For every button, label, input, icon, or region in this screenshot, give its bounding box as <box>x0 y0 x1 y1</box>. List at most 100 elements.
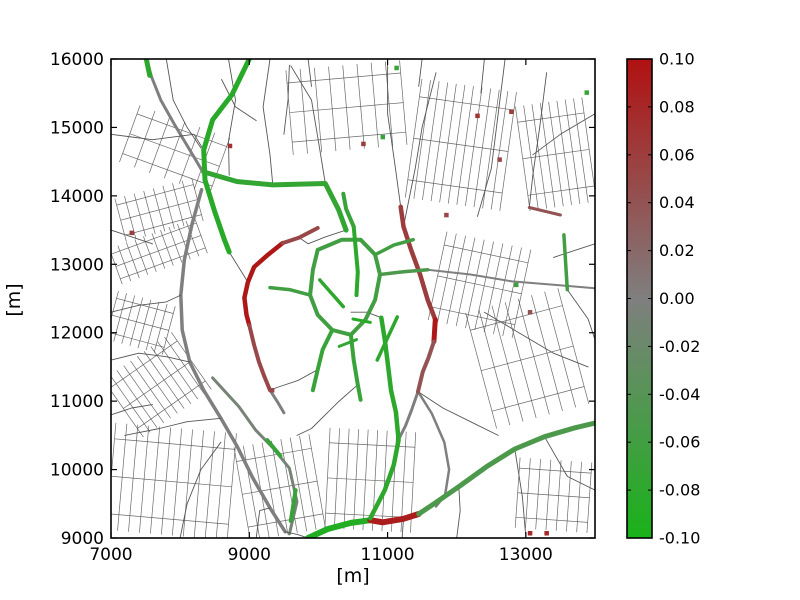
value-marker <box>584 90 590 95</box>
road-segment <box>431 317 438 345</box>
colorbar-tick-label: 0.08 <box>659 97 695 116</box>
y-tick-label: 15000 <box>50 118 104 138</box>
y-tick-label: 16000 <box>50 50 104 70</box>
road-segment <box>375 315 400 362</box>
road-segment <box>368 315 401 521</box>
y-tick-label: 9000 <box>61 529 104 549</box>
value-marker <box>394 65 399 71</box>
minor-road <box>290 65 326 184</box>
y-tick-label: 10000 <box>50 461 104 481</box>
minor-road <box>111 133 205 151</box>
road-segment <box>351 224 360 298</box>
minor-road <box>221 79 257 122</box>
value-marker <box>380 134 386 140</box>
minor-road <box>298 229 347 245</box>
colorbar-tick-label: 0.10 <box>659 50 695 69</box>
street-block <box>465 288 590 429</box>
y-tick-label: 14000 <box>50 187 104 207</box>
road-segment <box>416 339 436 394</box>
plot-frame <box>110 58 596 539</box>
value-marker <box>475 113 480 119</box>
minor-road <box>401 518 404 538</box>
x-tick-label: 13000 <box>499 545 553 565</box>
street-block <box>515 97 595 212</box>
minor-road <box>532 113 595 156</box>
axis-tick-labels: 7000 9000 11000 130009000100001100012000130… <box>50 50 553 565</box>
minor-road <box>480 59 485 94</box>
minor-road <box>165 59 202 149</box>
minor-road <box>111 404 153 416</box>
road-segment <box>280 226 320 246</box>
x-tick-label: 11000 <box>361 545 415 565</box>
minor-road <box>228 251 249 283</box>
colorbar-tick-label: 0.02 <box>659 241 695 260</box>
minor-road <box>403 72 437 228</box>
minor-road <box>283 64 290 135</box>
road-segment <box>242 240 285 328</box>
value-marker <box>527 531 533 536</box>
value-marker <box>269 387 275 393</box>
minor-road <box>111 229 153 245</box>
colorbar-gradient <box>627 59 652 538</box>
roads <box>111 59 595 538</box>
road-segment <box>265 438 283 458</box>
road-segment <box>351 317 372 324</box>
colorbar-tick-label: -0.08 <box>659 481 700 500</box>
minor-road <box>514 448 527 538</box>
minor-road <box>350 311 382 319</box>
road-segment <box>396 390 420 443</box>
road-segment <box>247 323 272 393</box>
minor-road <box>417 391 499 436</box>
road-segment <box>268 388 286 415</box>
street-block <box>324 427 417 533</box>
minor-road <box>418 59 423 87</box>
minor-road <box>111 352 191 363</box>
road-segment <box>318 278 346 309</box>
minor-road <box>544 436 595 491</box>
value-marker <box>509 109 514 114</box>
road-segment <box>310 328 335 393</box>
minor-road <box>111 294 182 313</box>
road-segment <box>337 338 358 348</box>
x-axis-label-text: [m] <box>336 565 370 587</box>
street-block <box>404 78 517 211</box>
street-block <box>285 60 408 155</box>
colorbar-tick-label: -0.02 <box>659 337 700 356</box>
y-tick-label: 11000 <box>50 392 104 412</box>
road-segment <box>179 187 287 534</box>
colorbar-tick-label: -0.10 <box>659 529 700 548</box>
value-marker <box>227 143 233 149</box>
minor-road <box>477 59 506 217</box>
x-tick-label: 9000 <box>228 545 271 565</box>
value-marker <box>527 309 533 315</box>
colorbar-tick-label: 0.00 <box>659 289 695 308</box>
road-segment <box>143 59 153 78</box>
minor-road <box>296 384 359 436</box>
y-axis-label: [m] <box>3 250 25 350</box>
street-block <box>111 290 176 355</box>
minor-road <box>387 59 402 208</box>
road-segment <box>378 268 430 277</box>
road-segment <box>268 285 312 297</box>
minor-road <box>483 311 589 368</box>
value-marker <box>361 141 366 147</box>
colorbar-tick-label: 0.06 <box>659 145 695 164</box>
road-segment <box>373 237 415 257</box>
value-marker <box>497 157 502 162</box>
road-segment <box>348 332 363 402</box>
value-marker <box>544 531 549 536</box>
colorbar-ticks <box>627 58 652 539</box>
road-segment <box>527 206 562 217</box>
minor-road <box>307 59 312 87</box>
y-tick-label: 13000 <box>50 255 104 275</box>
road-segment <box>201 59 252 255</box>
minor-road <box>553 243 595 258</box>
road-segment <box>341 191 356 229</box>
minor-road <box>262 59 274 186</box>
colorbar-tick-labels: 0.10 0.08 0.06 0.04 0.02 0.00 -0.02 -0.04 -0.06 -… <box>659 50 700 548</box>
minor-road <box>284 531 309 538</box>
minor-road <box>179 441 222 538</box>
colorbar-tick-label: 0.04 <box>659 193 695 212</box>
